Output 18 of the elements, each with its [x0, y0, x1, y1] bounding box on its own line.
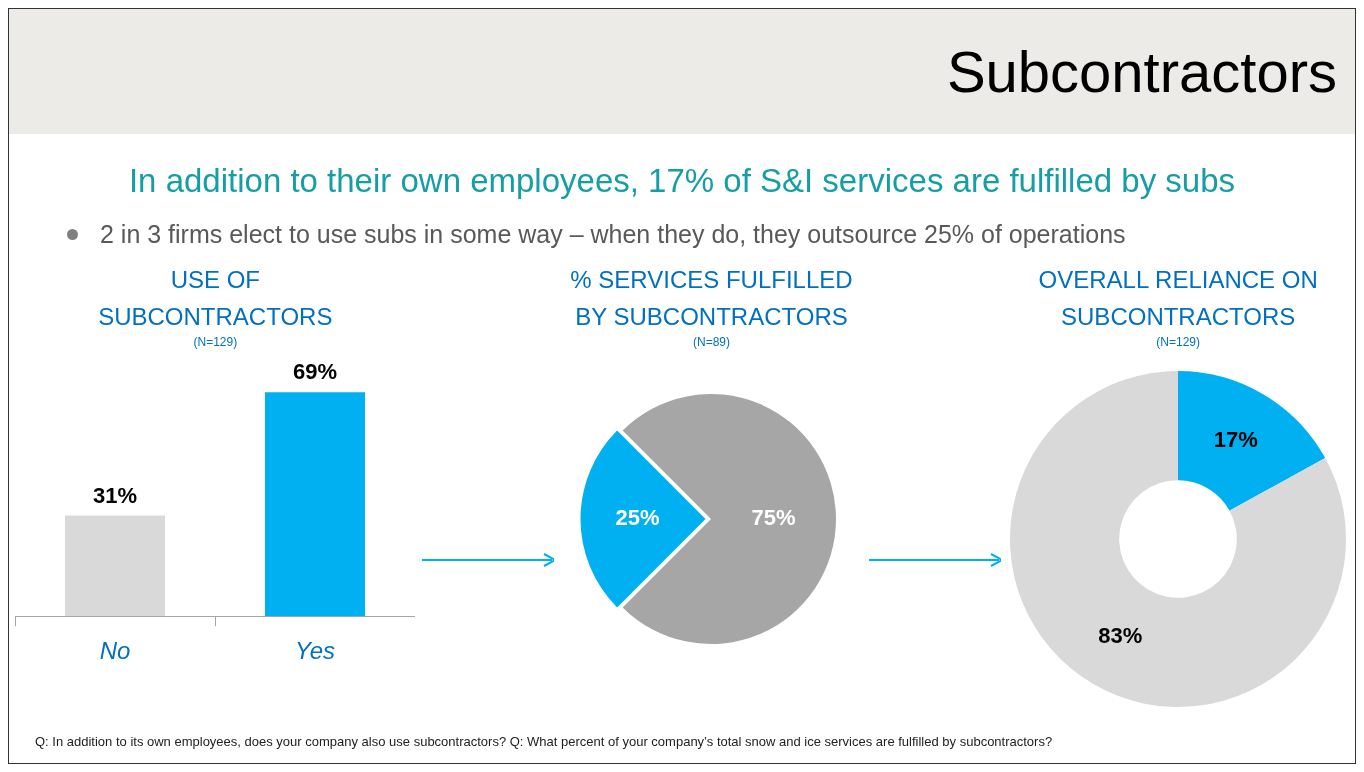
x-tick-label: Yes: [295, 637, 336, 665]
text: In addition to their own employees, 17% of S&I services are fulfilled by subs: [127, 162, 1237, 200]
chart-subtitle: (N=129): [193, 335, 238, 349]
chart-title: USE OF SUBCONTRACTORS: [97, 265, 334, 332]
data-label: 17%: [1213, 427, 1258, 453]
chart-subtitle: (N=129): [1156, 335, 1200, 349]
chart-subtitle: (N=89): [692, 335, 730, 349]
data-label: 83%: [1098, 622, 1143, 648]
chart-title: % SERVICES FULFILLED BY SUBCONTRACTORS: [569, 265, 854, 332]
text: Q: In addition to its own employees, does your company also use subcontractors? Q: What percent of your company’s total snow and ice services are fulfilled by subcontractors?: [35, 734, 1053, 749]
chart-title: OVERALL RELIANCE ON SUBCONTRACTORS: [1037, 265, 1319, 332]
data-label: 69%: [293, 359, 338, 385]
text: 2 in 3 firms elect to use subs in some way – when they do, they outsource 25% of operations: [100, 220, 1126, 249]
text: Subcontractors: [946, 38, 1337, 105]
x-tick-label: No: [99, 637, 131, 665]
data-label: 31%: [93, 482, 138, 508]
data-label: 25%: [615, 505, 660, 531]
data-label: 75%: [751, 505, 796, 531]
